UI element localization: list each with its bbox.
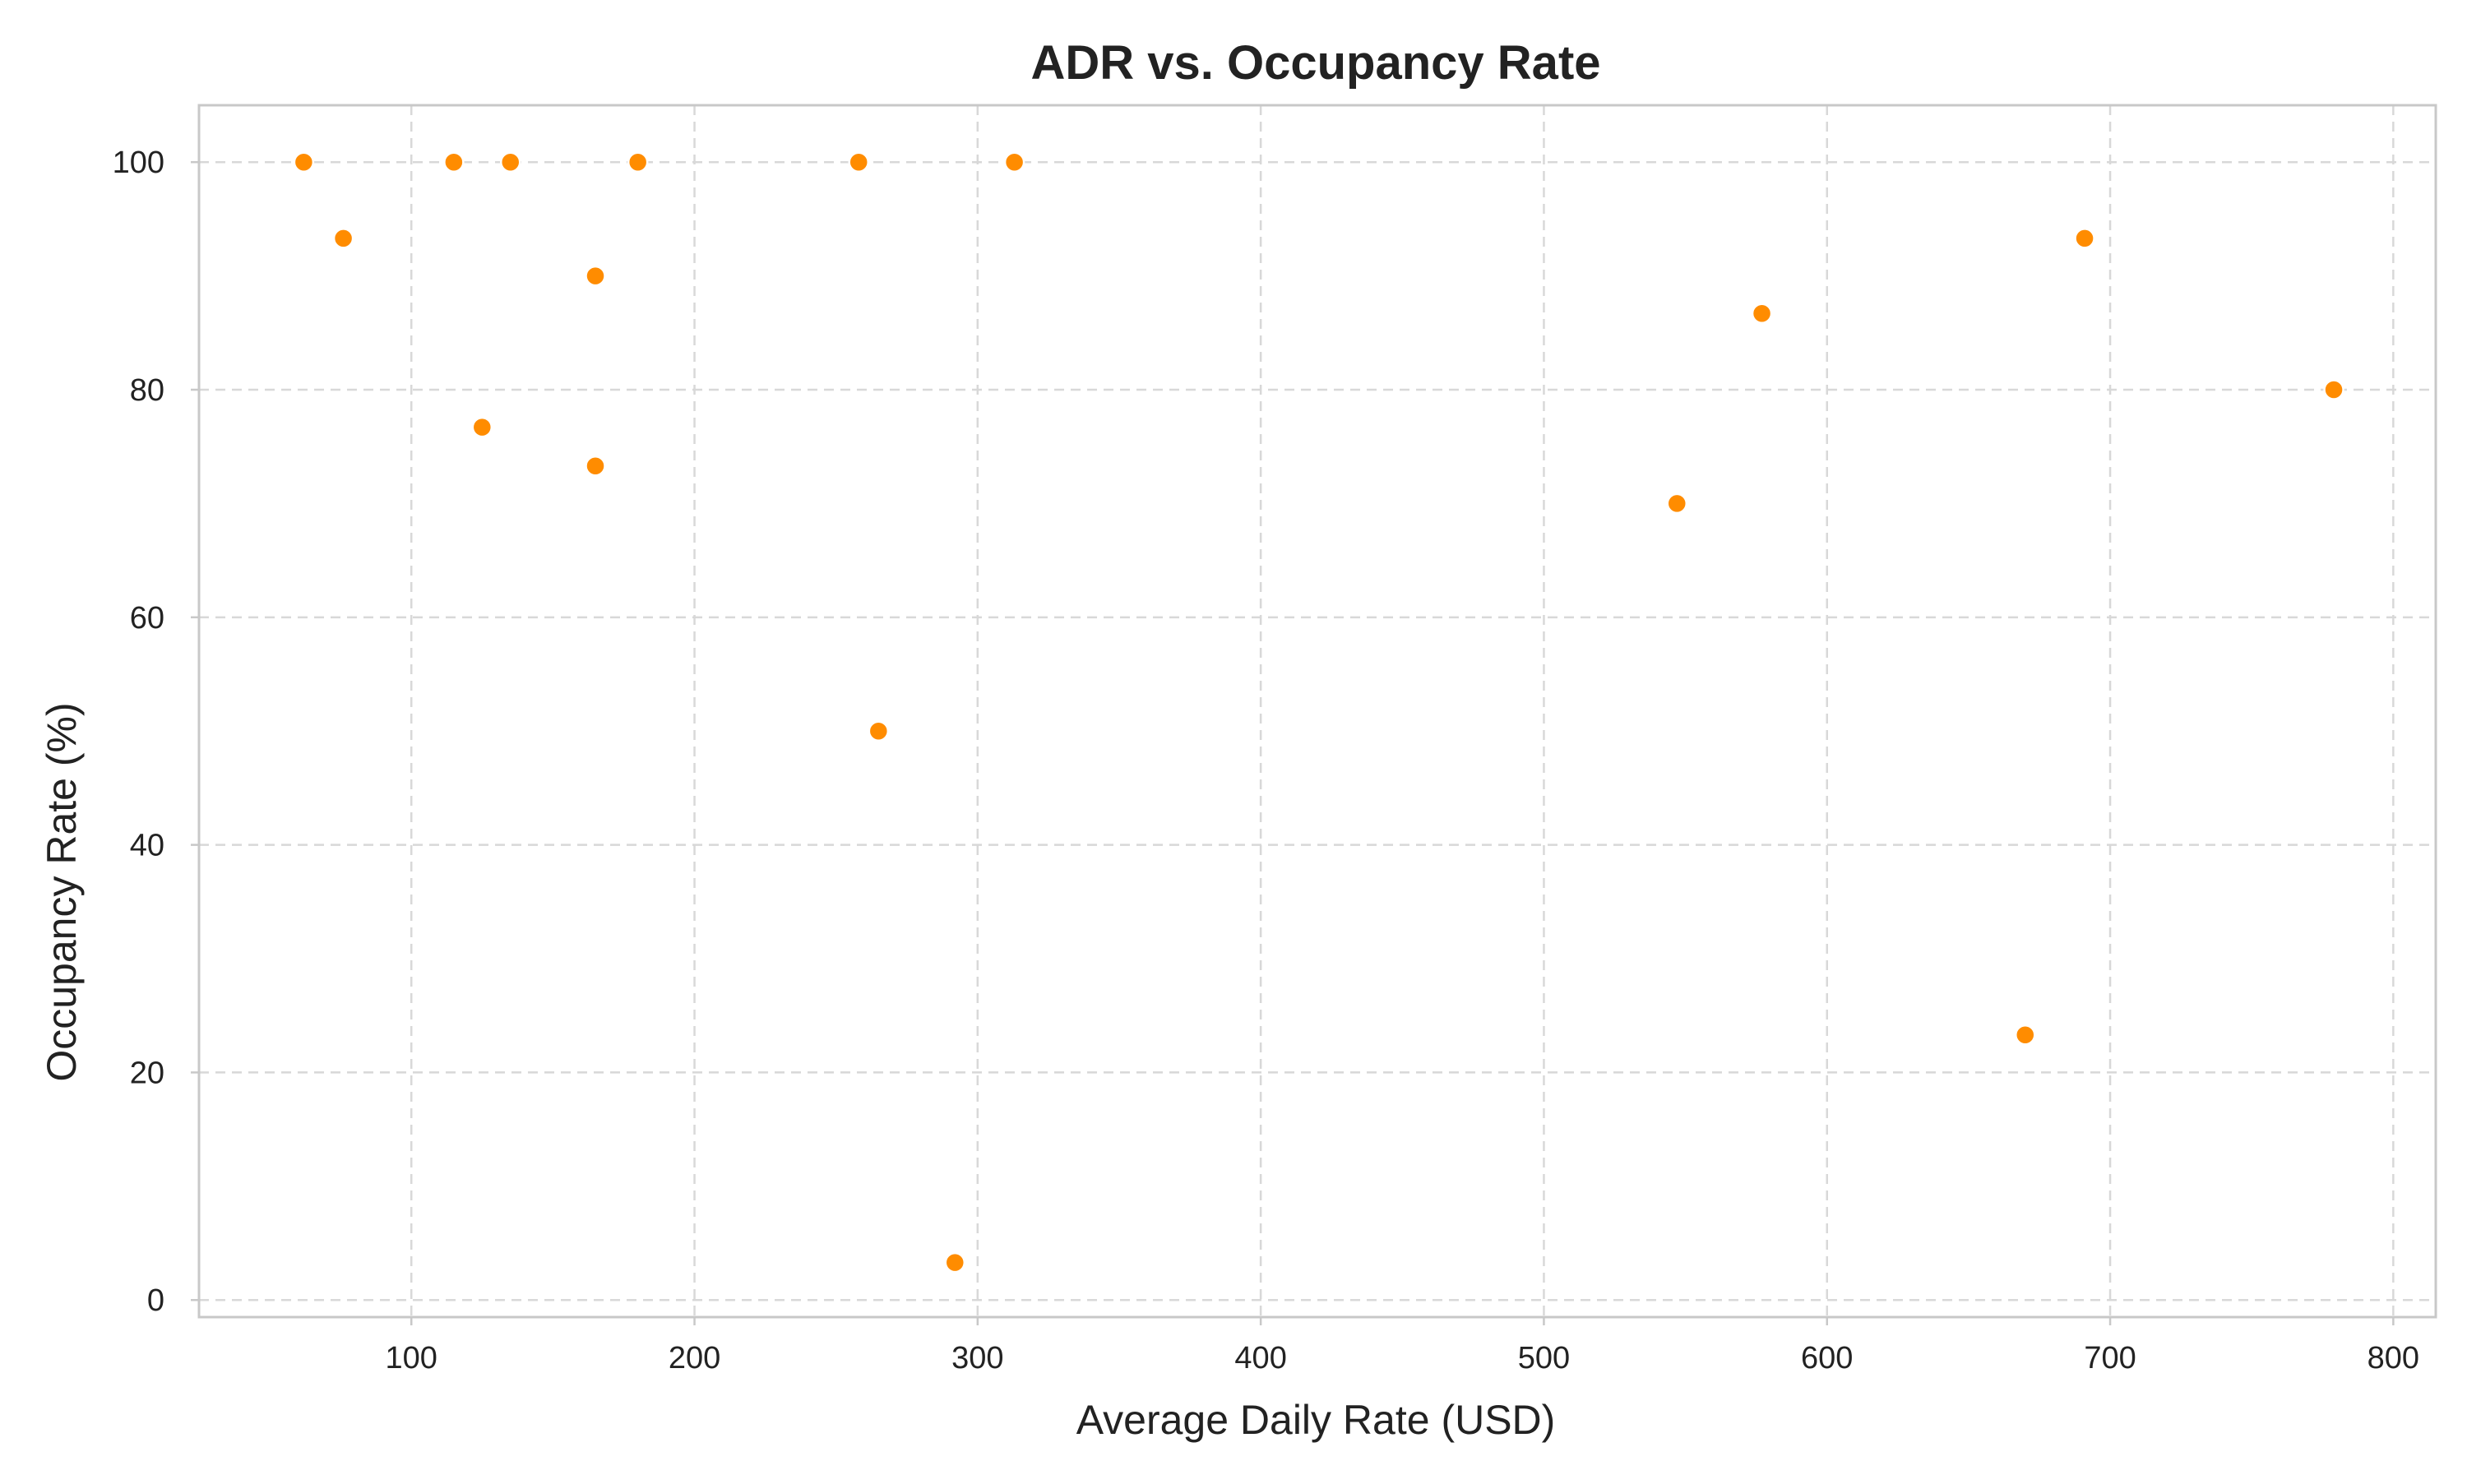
scatter-point [1003, 151, 1025, 173]
scatter-point [471, 416, 493, 438]
scatter-point [944, 1251, 966, 1274]
scatter-point [1666, 492, 1688, 515]
x-tick-label: 800 [2367, 1341, 2419, 1375]
y-axis-label: Occupancy Rate (%) [39, 702, 85, 1081]
scatter-point [443, 151, 465, 173]
scatter-point [293, 151, 315, 173]
data-points [293, 151, 2344, 1274]
axis-ticks: 100 200 300 400 500 600 700 800 0 20 40 60 80 100 [113, 146, 2419, 1375]
chart-title: ADR vs. Occupancy Rate [1030, 36, 1600, 90]
scatter-point [2015, 1024, 2036, 1046]
x-tick-label: 100 [386, 1341, 437, 1375]
scatter-point [2074, 228, 2095, 249]
y-tick-label: 100 [113, 146, 164, 180]
x-tick-label: 400 [1234, 1341, 1286, 1375]
scatter-point [585, 455, 606, 477]
scatter-point [1751, 303, 1773, 325]
x-axis-label: Average Daily Rate (USD) [1076, 1397, 1556, 1443]
x-tick-label: 300 [951, 1341, 1003, 1375]
x-tick-label: 200 [669, 1341, 720, 1375]
scatter-point [627, 151, 649, 173]
x-tick-label: 600 [1801, 1341, 1853, 1375]
scatter-point [585, 265, 606, 287]
x-tick-label: 500 [1518, 1341, 1570, 1375]
y-tick-label: 0 [147, 1283, 164, 1318]
scatter-point [332, 228, 354, 249]
scatter-point [868, 720, 890, 742]
grid-lines [199, 105, 2436, 1317]
scatter-point [2323, 379, 2344, 400]
y-tick-label: 60 [130, 601, 164, 636]
scatter-point [499, 151, 521, 173]
x-tick-label: 700 [2084, 1341, 2136, 1375]
y-tick-label: 40 [130, 829, 164, 863]
y-tick-label: 20 [130, 1056, 164, 1090]
y-tick-label: 80 [130, 373, 164, 408]
plot-frame [197, 104, 2437, 1319]
scatter-point [848, 151, 869, 173]
